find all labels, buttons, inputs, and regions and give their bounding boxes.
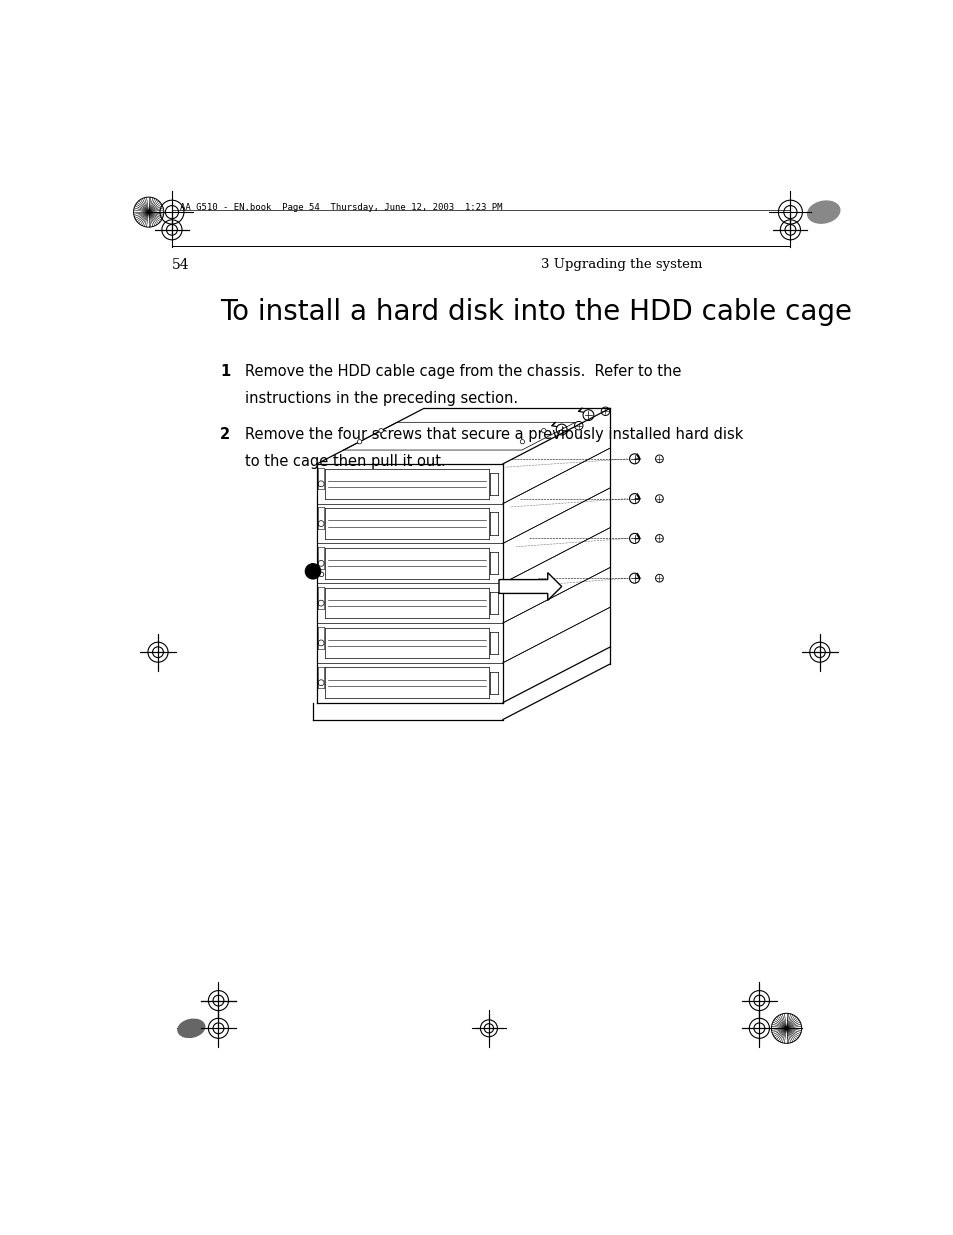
FancyArrowPatch shape	[635, 494, 639, 499]
Circle shape	[378, 429, 383, 432]
FancyArrowPatch shape	[635, 573, 639, 578]
Circle shape	[305, 563, 320, 579]
FancyArrowPatch shape	[635, 454, 639, 459]
Text: 2: 2	[220, 427, 230, 442]
FancyArrowPatch shape	[578, 408, 583, 412]
Text: AA G510 - EN.book  Page 54  Thursday, June 12, 2003  1:23 PM: AA G510 - EN.book Page 54 Thursday, June…	[179, 204, 501, 212]
FancyArrowPatch shape	[635, 534, 639, 538]
Text: To install a hard disk into the HDD cable cage: To install a hard disk into the HDD cabl…	[220, 299, 851, 326]
Text: Remove the four screws that secure a previously installed hard disk: Remove the four screws that secure a pre…	[245, 427, 742, 442]
Ellipse shape	[807, 201, 839, 224]
Ellipse shape	[178, 1019, 205, 1037]
Text: 54: 54	[172, 258, 190, 272]
Circle shape	[357, 440, 361, 443]
Text: to the cage then pull it out.: to the cage then pull it out.	[245, 454, 445, 469]
Text: Remove the HDD cable cage from the chassis.  Refer to the: Remove the HDD cable cage from the chass…	[245, 364, 680, 379]
Text: 3 Upgrading the system: 3 Upgrading the system	[540, 258, 701, 270]
Polygon shape	[498, 573, 561, 600]
Text: 1: 1	[220, 364, 230, 379]
Circle shape	[519, 440, 524, 443]
FancyArrowPatch shape	[551, 422, 557, 426]
Circle shape	[541, 429, 545, 432]
Text: instructions in the preceding section.: instructions in the preceding section.	[245, 390, 517, 406]
